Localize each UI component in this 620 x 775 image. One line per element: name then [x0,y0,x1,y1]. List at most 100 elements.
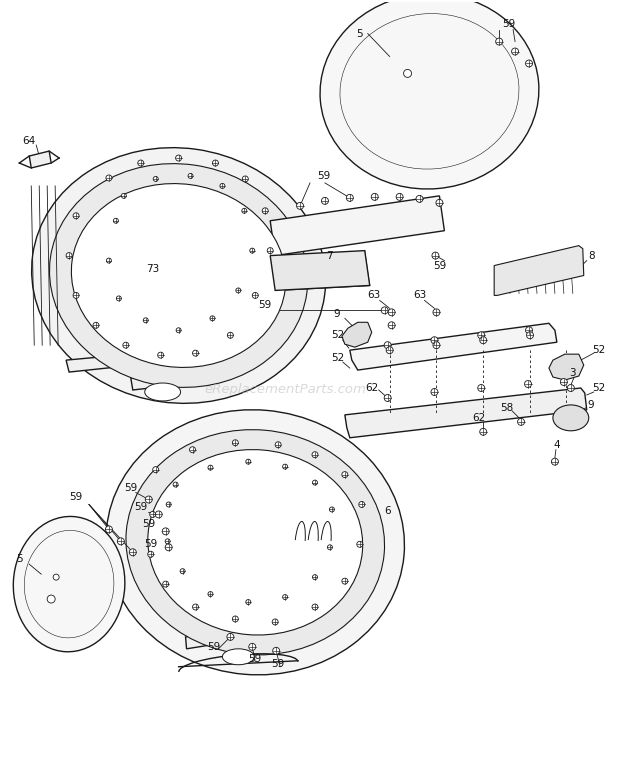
Circle shape [153,177,158,181]
Polygon shape [270,196,445,256]
Circle shape [272,619,278,625]
Circle shape [342,578,348,584]
Circle shape [220,184,225,188]
Text: 52: 52 [592,383,605,393]
Text: 6: 6 [384,506,391,516]
Circle shape [210,316,215,321]
Text: 3: 3 [570,368,576,378]
Circle shape [208,591,213,597]
Text: 64: 64 [23,136,36,146]
Circle shape [347,195,353,202]
Circle shape [433,309,440,316]
Ellipse shape [144,383,180,401]
Text: 59: 59 [69,491,82,501]
Polygon shape [350,323,557,370]
Circle shape [105,526,112,533]
Circle shape [193,604,198,610]
Text: 62: 62 [365,383,378,393]
Circle shape [480,336,487,343]
Circle shape [312,604,318,610]
Circle shape [145,496,153,503]
Ellipse shape [320,0,539,189]
Text: 62: 62 [472,413,486,423]
Ellipse shape [32,148,326,403]
Circle shape [396,194,403,201]
Circle shape [242,176,248,182]
Polygon shape [29,151,51,168]
Circle shape [93,322,99,329]
Text: 58: 58 [500,403,514,413]
Text: 59: 59 [259,301,272,310]
Circle shape [342,472,348,477]
Circle shape [123,343,129,348]
Circle shape [526,60,533,67]
Circle shape [122,194,126,198]
Circle shape [188,174,193,178]
Circle shape [66,253,72,259]
Circle shape [283,594,288,600]
Circle shape [296,202,304,209]
Circle shape [162,581,169,587]
Circle shape [228,332,233,338]
Circle shape [117,296,122,301]
Circle shape [113,219,118,223]
Circle shape [386,346,393,353]
Circle shape [149,512,156,518]
Text: 63: 63 [413,291,426,301]
Ellipse shape [71,184,286,367]
Ellipse shape [106,410,404,675]
Text: 59: 59 [317,171,330,181]
Ellipse shape [50,164,308,388]
Text: 73: 73 [146,264,159,274]
Circle shape [262,208,268,214]
Circle shape [267,248,273,253]
Circle shape [525,381,531,388]
Circle shape [381,307,388,314]
Text: 63: 63 [367,291,380,301]
Circle shape [480,429,487,436]
Circle shape [153,467,159,473]
Circle shape [329,507,334,512]
Circle shape [246,459,250,464]
Circle shape [356,541,363,547]
Text: 9: 9 [587,400,594,410]
Polygon shape [345,388,587,438]
Circle shape [384,394,391,401]
Ellipse shape [126,429,384,655]
Text: 52: 52 [331,330,345,340]
Circle shape [162,528,169,535]
Circle shape [388,322,395,329]
Polygon shape [549,354,584,380]
Circle shape [117,538,125,545]
Ellipse shape [553,405,589,431]
Text: 59: 59 [142,519,156,529]
Text: 7: 7 [327,250,333,260]
Circle shape [190,446,195,453]
Circle shape [107,258,112,263]
Ellipse shape [148,449,363,635]
Circle shape [416,195,423,202]
Polygon shape [131,370,203,390]
Circle shape [384,342,391,349]
Circle shape [143,318,148,323]
Circle shape [208,465,213,470]
Circle shape [148,551,154,557]
Circle shape [551,458,559,465]
Circle shape [371,194,378,201]
Text: 59: 59 [207,642,220,652]
Text: 9: 9 [334,309,340,319]
Text: 59: 59 [272,659,285,669]
Text: 59: 59 [433,260,446,270]
Text: 4: 4 [554,439,560,449]
Circle shape [404,70,412,78]
Text: 5: 5 [356,29,363,39]
Circle shape [312,574,317,580]
Circle shape [327,545,332,549]
Circle shape [250,248,255,253]
Circle shape [359,501,365,508]
Circle shape [73,292,79,298]
Circle shape [176,328,181,332]
Circle shape [106,175,112,181]
Circle shape [173,482,178,487]
Text: 59: 59 [249,654,262,663]
